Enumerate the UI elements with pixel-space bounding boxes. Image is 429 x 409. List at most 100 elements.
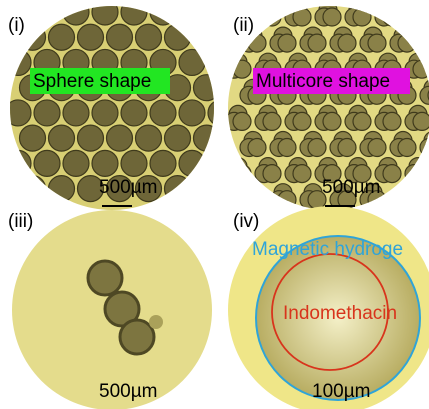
particle [120, 99, 148, 127]
particle [178, 6, 206, 26]
particle [247, 137, 267, 158]
particle [192, 175, 214, 203]
particle [232, 164, 252, 184]
particle [247, 33, 267, 53]
particle [322, 111, 342, 132]
particle [412, 164, 429, 184]
particle [105, 124, 134, 152]
particle [134, 124, 163, 152]
particle [192, 74, 214, 102]
particle [397, 33, 417, 53]
particle [239, 190, 259, 210]
particle [247, 190, 267, 210]
particle [292, 7, 312, 27]
particle [277, 33, 297, 53]
particle [419, 190, 429, 210]
particle [404, 164, 424, 184]
particle [352, 111, 372, 132]
particle [178, 48, 206, 77]
particle [105, 175, 134, 203]
particle [33, 99, 61, 127]
particle [243, 183, 263, 203]
particle [393, 183, 413, 203]
particle [258, 6, 278, 20]
particle [352, 164, 372, 184]
particle [10, 99, 32, 127]
particle [277, 137, 297, 158]
particle [207, 99, 214, 127]
particle [367, 33, 387, 53]
particle [228, 164, 244, 184]
particle [382, 111, 402, 132]
particle [134, 175, 163, 203]
particle [33, 149, 61, 177]
panel-label: (iii) [8, 211, 33, 232]
particle [262, 164, 282, 184]
particle [223, 176, 249, 202]
particle [178, 149, 206, 177]
particle [412, 111, 429, 132]
particle [427, 85, 429, 105]
particle [207, 149, 214, 177]
particle [292, 164, 312, 184]
particle [352, 7, 372, 27]
drug-ring [271, 253, 389, 371]
droplets [86, 259, 163, 356]
hydrogel-label: Magnetic hydroge [252, 239, 403, 260]
particle [322, 7, 342, 27]
particle [277, 190, 297, 210]
particle [307, 33, 327, 53]
particle [404, 7, 424, 27]
scale-text: 500µm [99, 381, 157, 402]
particle [10, 149, 32, 177]
particle [47, 124, 76, 152]
particle [207, 48, 214, 77]
particle [262, 111, 282, 132]
panel-label: (i) [8, 15, 25, 36]
scale-text: 500µm [99, 177, 157, 198]
particle [149, 6, 177, 26]
caption-bg [30, 68, 170, 94]
particle [419, 33, 429, 53]
particle [307, 137, 327, 158]
particle [178, 99, 206, 127]
panel-label: (iv) [233, 211, 259, 232]
particle [322, 164, 342, 184]
particle [382, 164, 402, 184]
particle [33, 6, 61, 26]
panel-label: (ii) [233, 15, 254, 36]
particle [262, 7, 282, 27]
caption: Sphere shape [33, 71, 151, 92]
particle [412, 59, 429, 79]
particle [149, 99, 177, 127]
particle [423, 26, 429, 46]
particle [76, 124, 105, 152]
particle [163, 124, 192, 152]
particle [18, 175, 47, 203]
particle [10, 48, 32, 77]
particle [18, 124, 47, 152]
caption: Multicore shape [256, 71, 390, 92]
particle [105, 23, 134, 51]
particle [192, 23, 214, 51]
particle [397, 190, 417, 210]
particle [76, 175, 105, 203]
particle [408, 6, 428, 20]
particle [378, 6, 398, 20]
particle [47, 175, 76, 203]
particle [423, 183, 429, 203]
particle [232, 111, 252, 132]
particle [47, 23, 76, 51]
particle [337, 137, 357, 158]
particle [397, 137, 417, 158]
particle [163, 175, 192, 203]
particle [62, 99, 90, 127]
scale-text: 100µm [312, 381, 370, 402]
particle [207, 6, 214, 26]
particle [412, 7, 429, 27]
particle [62, 149, 90, 177]
particle [254, 7, 274, 27]
particle [419, 85, 429, 105]
